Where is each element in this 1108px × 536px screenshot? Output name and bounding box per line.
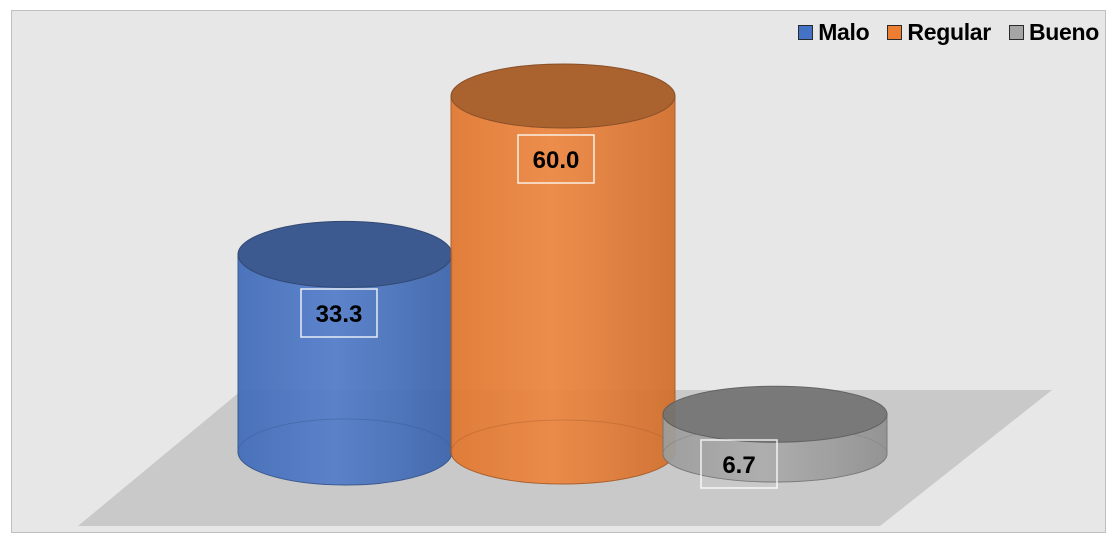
bar-base-rim-malo: [237, 418, 453, 453]
data-label-text: 33.3: [316, 301, 363, 328]
legend-item-bueno: Bueno: [1008, 19, 1099, 46]
legend-swatch-malo: [798, 25, 814, 40]
chart-bars: 33.3 60.0 6.7: [237, 63, 888, 489]
data-label-text: 60.0: [533, 147, 580, 174]
data-label-box: [300, 288, 378, 338]
legend-item-malo: Malo: [798, 19, 870, 46]
data-label-bueno: 6.7: [700, 439, 778, 489]
legend-label-malo: Malo: [818, 19, 870, 45]
bar-malo: [237, 220, 453, 486]
legend-label-regular: Regular: [907, 19, 991, 45]
bar-top-bueno: [662, 385, 888, 443]
data-label-regular: 60.0: [517, 134, 595, 184]
chart-legend: Malo Regular Bueno: [798, 19, 1099, 46]
legend-item-regular: Regular: [887, 19, 991, 46]
legend-label-bueno: Bueno: [1028, 19, 1099, 45]
legend-swatch-regular: [887, 25, 903, 40]
bar-body-malo: [237, 253, 453, 486]
bar-top-malo: [237, 220, 453, 288]
bar-bueno: [662, 385, 888, 483]
data-label-box: [700, 439, 778, 489]
bar-top-regular: [450, 63, 676, 129]
data-label-text: 6.7: [722, 452, 755, 479]
data-label-malo: 33.3: [300, 288, 378, 338]
data-label-box: [517, 134, 595, 184]
legend-swatch-bueno: [1008, 25, 1024, 40]
bar-regular: [450, 63, 676, 485]
